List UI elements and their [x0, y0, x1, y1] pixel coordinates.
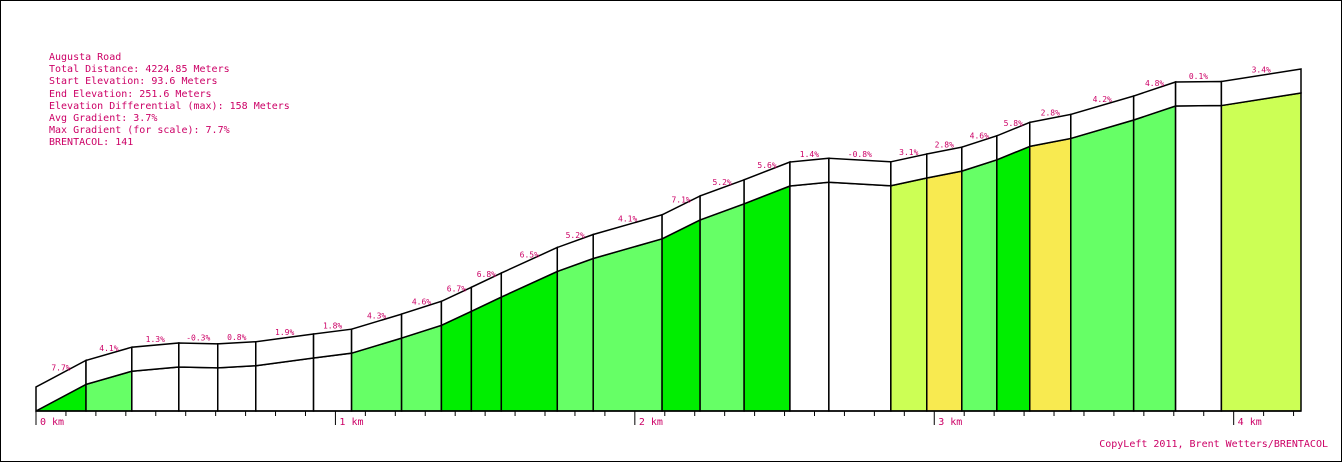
axis-tick-label: 0 km	[40, 417, 64, 428]
gradient-label: 2.8%	[1041, 108, 1060, 117]
segment-fill	[890, 177, 928, 412]
gradient-label: 2.8%	[935, 141, 954, 150]
segment-fill	[470, 295, 503, 412]
gradient-label: 0.8%	[227, 333, 246, 342]
road-band-segment	[828, 157, 892, 187]
total-distance: Total Distance: 4224.85 Meters	[49, 64, 230, 76]
gradient-label: 1.4%	[800, 150, 819, 159]
gradient-label: 5.2%	[566, 231, 585, 240]
gradient-label: 4.3%	[367, 312, 386, 321]
segment-fill	[926, 170, 963, 412]
gradient-label: 1.3%	[146, 335, 165, 344]
gradient-label: 6.7%	[447, 284, 466, 293]
gradient-label: 7.7%	[51, 364, 70, 373]
gradient-labels: 7.7% 4.1% 1.3% -0.3% 0.8% 1.9% 1.8% 4.3% 4.6% 6.7…	[51, 65, 1271, 372]
segment-fills	[35, 92, 1302, 412]
segment-fill	[556, 257, 594, 412]
road-band-segment	[789, 157, 830, 187]
segment-fill	[661, 218, 701, 412]
elevation-differential: Elevation Differential (max): 158 Meters	[49, 100, 290, 112]
road-band-segment	[216, 340, 257, 369]
gradient-label: 1.9%	[275, 328, 294, 337]
axis-tick-label: 1 km	[339, 417, 363, 428]
gradient-label: 4.1%	[618, 215, 637, 224]
axis-tick-label: 4 km	[1238, 417, 1262, 428]
segment-fill	[996, 145, 1031, 412]
segment-fill	[131, 366, 180, 412]
road-band-segment	[131, 342, 180, 373]
max-gradient: Max Gradient (for scale): 7.7%	[49, 125, 230, 137]
route-info-block: Augusta Road Total Distance: 4224.85 Met…	[49, 52, 290, 150]
segment-fill	[789, 181, 830, 412]
segment-fill	[216, 364, 257, 412]
segment-fill	[828, 181, 892, 412]
gradient-label: 4.6%	[412, 298, 431, 307]
gradient-label: 4.8%	[1145, 79, 1164, 88]
segment-fill	[312, 352, 353, 412]
segment-fill	[440, 310, 473, 412]
segment-fill	[1070, 119, 1135, 412]
gradient-label: 4.6%	[970, 131, 989, 140]
gradient-label: -0.3%	[186, 333, 210, 342]
avg-gradient: Avg Gradient: 3.7%	[49, 113, 158, 125]
axis-tick-label: 2 km	[639, 417, 663, 428]
segment-fill	[255, 357, 315, 412]
road-name: Augusta Road	[49, 52, 122, 63]
gradient-label: 6.5%	[520, 250, 539, 259]
road-band-segment	[1174, 80, 1223, 107]
distance-axis: 0 km 1 km 2 km 3 km 4 km	[35, 410, 1301, 428]
segment-fill	[1029, 137, 1072, 412]
gradient-label: 6.8%	[477, 270, 496, 279]
segment-fill	[592, 237, 663, 412]
segment-fill	[699, 202, 745, 412]
gradient-label: 5.6%	[757, 161, 776, 170]
gradient-label: 5.8%	[1004, 119, 1023, 128]
road-band-segment	[1220, 68, 1302, 107]
end-elevation: End Elevation: 251.6 Meters	[49, 88, 212, 100]
start-elevation: Start Elevation: 93.6 Meters	[49, 76, 218, 88]
segment-fill	[400, 324, 443, 412]
gradient-label: 3.4%	[1252, 65, 1271, 74]
segment-fill	[961, 158, 998, 412]
gradient-label: 3.1%	[899, 148, 918, 157]
gradient-label: 4.1%	[99, 344, 118, 353]
road-band-segment	[312, 328, 353, 359]
road-band-segment	[178, 342, 219, 369]
brentacol-score: BRENTACOL: 141	[49, 137, 134, 149]
gradient-label: 7.1%	[671, 195, 690, 204]
segment-fill	[1132, 104, 1177, 412]
segment-fill	[743, 184, 791, 412]
segment-fill	[1174, 104, 1223, 412]
axis-tick-label: 3 km	[938, 417, 962, 428]
road-band	[35, 68, 1302, 413]
gradient-label: 5.2%	[712, 178, 731, 187]
segment-fill	[178, 366, 219, 412]
segment-fill	[1220, 92, 1302, 412]
gradient-label: -0.8%	[848, 150, 872, 159]
gradient-label: 4.2%	[1093, 95, 1112, 104]
gradient-label: 1.8%	[323, 322, 342, 331]
gradient-label: 0.1%	[1189, 72, 1208, 81]
copyleft-credit: CopyLeft 2011, Brent Wetters/BRENTACOL	[1099, 439, 1328, 450]
